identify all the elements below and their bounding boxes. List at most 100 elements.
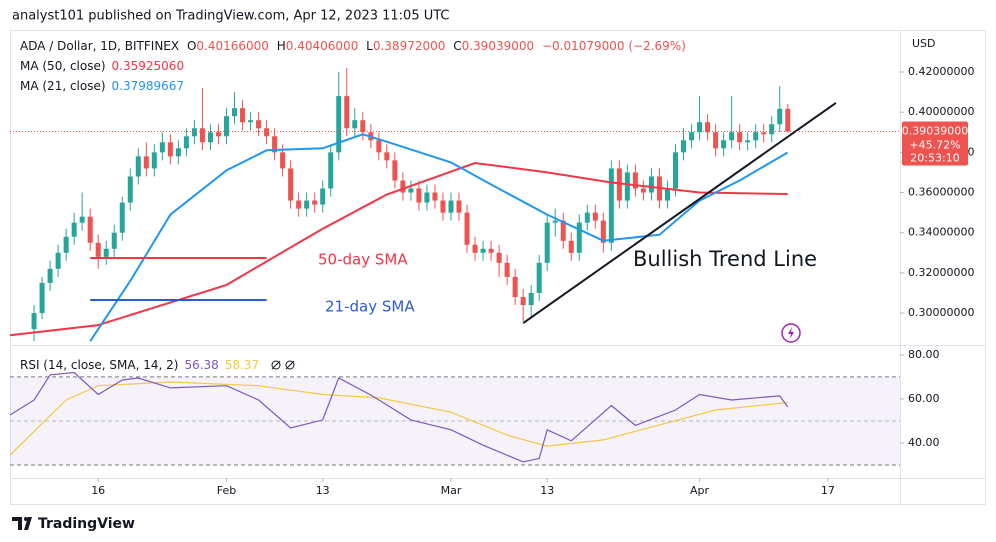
candle-body xyxy=(87,216,93,243)
candle-body xyxy=(304,200,310,209)
chart-frame xyxy=(10,30,986,505)
quote-value: 0.40166000 xyxy=(196,39,269,53)
candle-body xyxy=(745,140,751,143)
candle-body xyxy=(512,276,518,297)
candle-body xyxy=(552,220,558,223)
x-tick-label: 13 xyxy=(316,484,330,497)
plot-layer: 0.30000000 0.32000000 0.34000000 0.36000000… xyxy=(9,65,974,497)
quote-value: 0.40406000 xyxy=(286,39,359,53)
y-tick-label: 0.34000000 xyxy=(908,226,974,239)
candle-body xyxy=(344,96,350,129)
quote-label: H xyxy=(277,39,286,53)
annotation-line xyxy=(522,102,837,324)
footer-logo xyxy=(12,517,32,530)
candle-body xyxy=(392,160,398,181)
candle-body xyxy=(761,132,767,135)
legend-ma50: MA (50, close) 0.35925060 xyxy=(20,59,184,73)
icon xyxy=(271,360,281,370)
annotation-label: 50-day SMA xyxy=(318,251,408,269)
candle-body xyxy=(71,222,77,237)
candle-body xyxy=(264,128,270,137)
candle-body xyxy=(568,240,574,253)
candle-body xyxy=(464,212,470,245)
candle-body xyxy=(47,268,53,283)
candle-body xyxy=(769,124,775,135)
candle-body xyxy=(600,220,606,243)
candle-body xyxy=(232,108,238,117)
alert-icon[interactable] xyxy=(781,323,801,343)
candle-body xyxy=(440,200,446,213)
candle-body xyxy=(79,216,85,223)
candle-body xyxy=(713,132,719,149)
price-tag-change: +45.72% xyxy=(909,138,960,151)
candle-body xyxy=(729,132,735,141)
candle-body xyxy=(721,140,727,149)
icon xyxy=(285,360,295,370)
alert-circle xyxy=(781,323,801,343)
logo-dot xyxy=(24,517,28,521)
price-tag xyxy=(902,121,968,166)
candle-body xyxy=(560,220,566,241)
candle-body xyxy=(39,282,45,314)
candle-body xyxy=(592,212,598,221)
candle-body xyxy=(183,136,189,149)
candle-body xyxy=(664,188,670,201)
candle-body xyxy=(384,152,390,161)
candle-body xyxy=(360,120,366,133)
candle-body xyxy=(584,212,590,223)
candle-body xyxy=(753,132,759,141)
candle-body xyxy=(143,156,149,169)
candle-body xyxy=(785,108,791,132)
footer-brand: TradingView xyxy=(38,516,135,532)
icon xyxy=(285,360,295,370)
candle-body xyxy=(167,142,173,157)
legend-ma21: MA (21, close) 0.37989667 xyxy=(20,79,184,93)
candle-body xyxy=(111,232,117,249)
candle-body xyxy=(400,180,406,193)
candle-body xyxy=(472,244,478,253)
candle-body xyxy=(432,192,438,201)
y-tick-label: 80.00 xyxy=(908,348,940,361)
rsi-line xyxy=(9,381,788,456)
x-tick-label: Mar xyxy=(441,484,462,497)
candle-body xyxy=(159,142,165,153)
candle-body xyxy=(215,132,221,137)
y-tick-label: 0.42000000 xyxy=(908,65,974,78)
candle-body xyxy=(175,148,181,157)
moving-average xyxy=(89,133,789,342)
legend-rsi: RSI (14, close, SMA, 14, 2) 56.38 58.37 xyxy=(20,358,259,372)
candle-body xyxy=(256,120,262,129)
y-tick-label: 60.00 xyxy=(908,392,940,405)
alert-bolt xyxy=(788,327,794,339)
candle-body xyxy=(207,132,213,143)
candle-body xyxy=(544,222,550,263)
candle-body xyxy=(328,152,334,189)
candle-body xyxy=(536,262,542,293)
y-tick-label: 0.30000000 xyxy=(908,306,974,319)
candle-body xyxy=(376,140,382,153)
candle-body xyxy=(63,236,69,253)
candle-body xyxy=(352,120,358,129)
price-tag-countdown: 20:53:10 xyxy=(910,151,959,164)
candle-body xyxy=(119,202,125,233)
y-tick-label: 0.36000000 xyxy=(908,186,974,199)
x-tick-label: 17 xyxy=(821,484,835,497)
candle-body xyxy=(127,176,133,203)
icon xyxy=(271,360,281,370)
x-tick-label: 13 xyxy=(540,484,554,497)
candle-body xyxy=(103,248,109,257)
quote-value: 0.39039000 xyxy=(462,39,535,53)
candle-body xyxy=(288,168,294,201)
candle-body xyxy=(488,248,494,253)
x-tick-label: 16 xyxy=(91,484,105,497)
annotation-label: Bullish Trend Line xyxy=(633,247,817,271)
y-tick-label: 0.32000000 xyxy=(908,266,974,279)
candle-body xyxy=(648,176,654,193)
candle-body xyxy=(576,222,582,253)
rsi-sma-value: 58.37 xyxy=(225,358,259,372)
candle-body xyxy=(681,140,687,153)
legend-symbol: ADA / Dollar, 1D, BITFINEX O0.40166000 H… xyxy=(20,39,686,53)
y-tick-label: 40.00 xyxy=(908,436,940,449)
ma-value: 0.35925060 xyxy=(112,59,185,73)
